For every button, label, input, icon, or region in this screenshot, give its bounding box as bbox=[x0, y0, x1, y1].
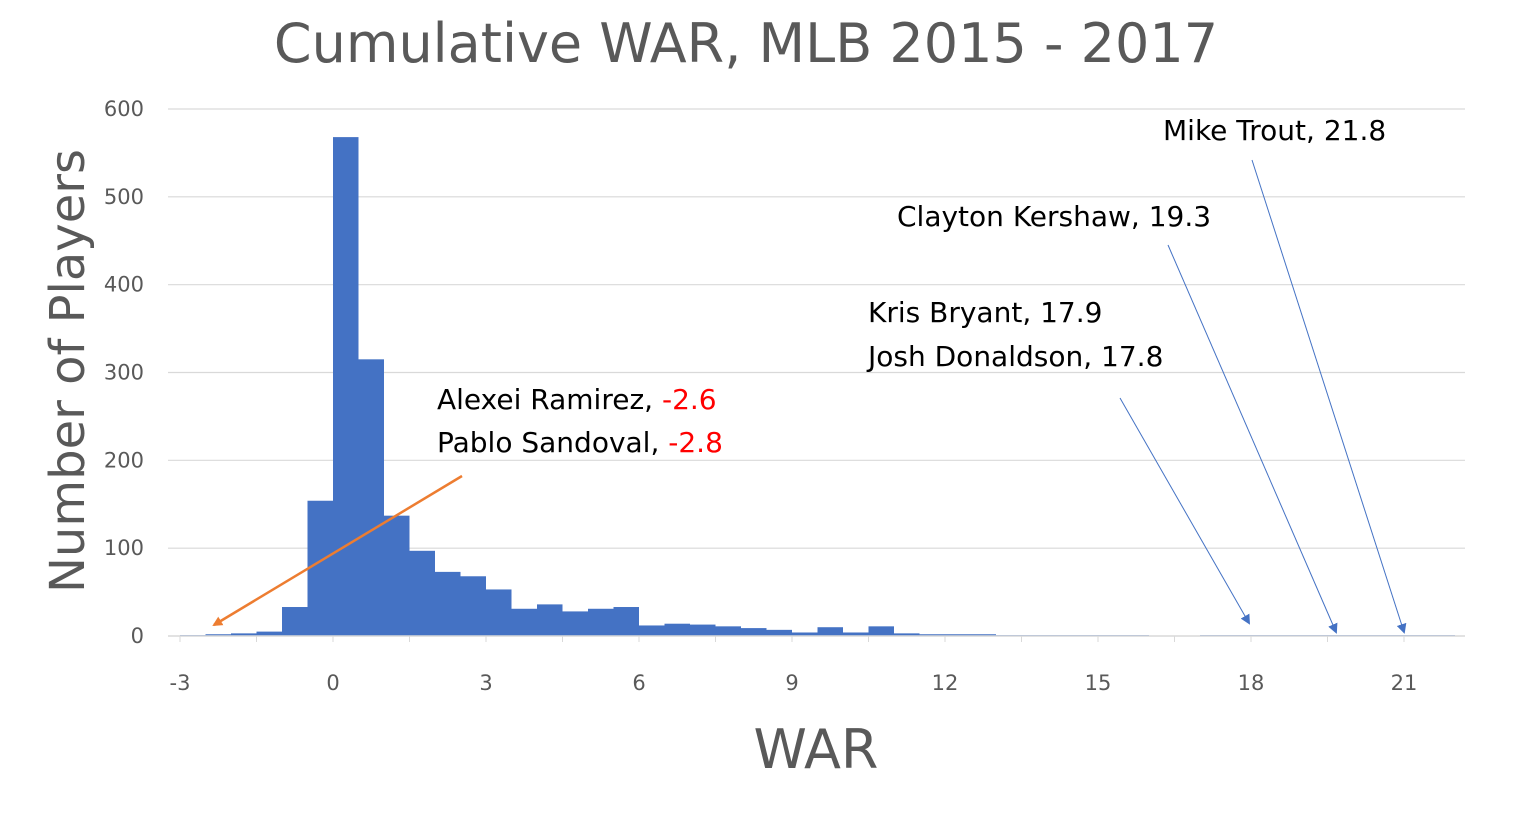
histogram-bar bbox=[894, 633, 920, 636]
histogram-bar bbox=[741, 628, 767, 636]
annotations: Alexei Ramirez, -2.6 Pablo Sandoval, -2.… bbox=[212, 114, 1407, 634]
histogram-bar bbox=[282, 607, 308, 636]
histogram-bar bbox=[231, 633, 257, 636]
annotation-name: Alexei Ramirez, bbox=[437, 383, 662, 416]
y-tick-label: 100 bbox=[104, 536, 144, 560]
histogram-bar bbox=[613, 607, 639, 636]
x-axis-ticks: -3 0 3 6 9 12 15 18 21 bbox=[170, 636, 1418, 695]
annotation-kershaw: Clayton Kershaw, 19.3 bbox=[897, 200, 1338, 634]
annotation-value: -2.6 bbox=[662, 383, 717, 416]
annotation-value: -2.8 bbox=[668, 426, 723, 459]
histogram-bar bbox=[690, 624, 716, 636]
annotation-trout: Mike Trout, 21.8 bbox=[1163, 114, 1407, 634]
annotation-arrow bbox=[1251, 159, 1407, 634]
x-tick-label: 9 bbox=[785, 671, 798, 695]
y-axis-title: Number of Players bbox=[40, 149, 96, 593]
x-tick-label: 6 bbox=[632, 671, 645, 695]
histogram-bar bbox=[868, 626, 894, 636]
annotation-arrow bbox=[1119, 397, 1250, 625]
histogram-bar bbox=[664, 623, 690, 636]
chart-title: Cumulative WAR, MLB 2015 - 2017 bbox=[274, 12, 1218, 75]
histogram-bar bbox=[460, 576, 486, 636]
histogram-bar bbox=[715, 626, 741, 636]
histogram-bar bbox=[358, 359, 384, 636]
histogram-bar bbox=[562, 611, 588, 636]
histogram-bar bbox=[256, 631, 282, 636]
x-tick-label: 3 bbox=[479, 671, 492, 695]
y-tick-label: 200 bbox=[104, 448, 144, 472]
x-tick-label: 12 bbox=[932, 671, 959, 695]
histogram-bar bbox=[766, 629, 792, 636]
histogram-bar bbox=[537, 604, 563, 636]
histogram-bar bbox=[435, 571, 461, 636]
histogram-bar bbox=[511, 608, 537, 636]
histogram-bar bbox=[588, 608, 614, 636]
annotation-label: Kris Bryant, 17.9 bbox=[868, 296, 1102, 329]
gridlines bbox=[168, 108, 1465, 549]
histogram-bar bbox=[384, 515, 410, 636]
y-tick-label: 300 bbox=[104, 361, 144, 385]
x-tick-label: 21 bbox=[1391, 671, 1418, 695]
x-tick-label: 15 bbox=[1085, 671, 1112, 695]
annotation-bryant-donaldson: Kris Bryant, 17.9 Josh Donaldson, 17.8 bbox=[866, 296, 1250, 625]
y-axis-ticks: 0 100 200 300 400 500 600 bbox=[104, 97, 144, 648]
y-tick-label: 500 bbox=[104, 185, 144, 209]
histogram-bars bbox=[180, 137, 1455, 636]
y-tick-label: 400 bbox=[104, 273, 144, 297]
y-tick-label: 0 bbox=[131, 624, 144, 648]
annotation-arrow bbox=[1167, 244, 1338, 634]
annotation-label: Pablo Sandoval, -2.8 bbox=[437, 426, 723, 459]
histogram-bar bbox=[792, 632, 818, 636]
histogram-bar bbox=[486, 589, 512, 636]
annotation-label: Mike Trout, 21.8 bbox=[1163, 114, 1386, 147]
annotation-label: Josh Donaldson, 17.8 bbox=[866, 340, 1163, 373]
x-axis-title: WAR bbox=[754, 718, 879, 781]
annotation-ramirez-sandoval: Alexei Ramirez, -2.6 Pablo Sandoval, -2.… bbox=[212, 383, 723, 627]
histogram-bar bbox=[945, 634, 971, 636]
histogram-bar bbox=[333, 137, 359, 636]
x-tick-label: 0 bbox=[326, 671, 339, 695]
annotation-label: Alexei Ramirez, -2.6 bbox=[437, 383, 717, 416]
histogram-bar bbox=[919, 634, 945, 636]
annotation-name: Pablo Sandoval, bbox=[437, 426, 668, 459]
x-tick-label: -3 bbox=[170, 671, 191, 695]
histogram-bar bbox=[307, 500, 333, 636]
annotation-label: Clayton Kershaw, 19.3 bbox=[897, 200, 1211, 233]
annotation-arrow bbox=[212, 474, 463, 627]
histogram-bar bbox=[205, 634, 231, 636]
histogram-bar bbox=[970, 634, 996, 636]
histogram-bar bbox=[843, 632, 869, 636]
histogram-bar bbox=[639, 625, 665, 636]
y-tick-label: 600 bbox=[104, 97, 144, 121]
histogram-bar bbox=[817, 627, 843, 636]
histogram-bar bbox=[409, 550, 435, 636]
x-tick-label: 18 bbox=[1238, 671, 1265, 695]
